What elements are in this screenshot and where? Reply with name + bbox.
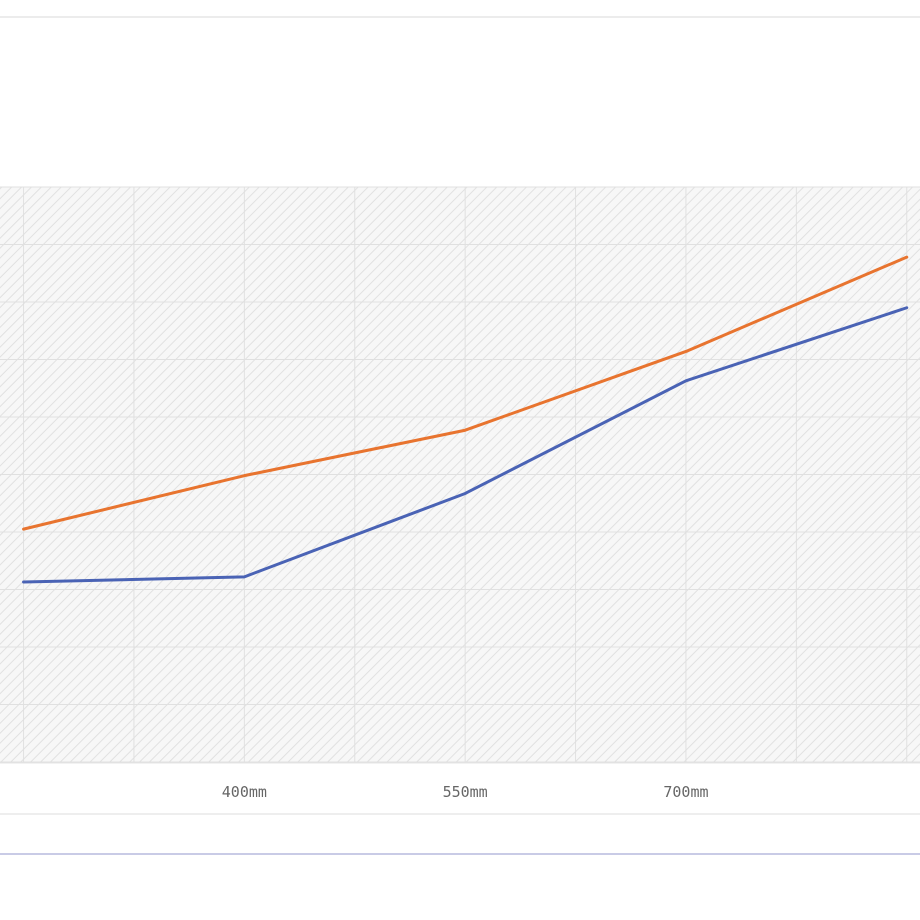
x-tick-label: 550mm (443, 783, 488, 801)
x-tick-label: 700mm (663, 783, 708, 801)
grid (0, 186, 920, 763)
x-axis-ticks: 400mm 550mm 700mm (222, 783, 709, 801)
series-line-2 (22, 306, 909, 584)
series-line-1 (22, 255, 909, 531)
series-group (22, 255, 909, 584)
x-tick-label: 400mm (222, 783, 267, 801)
